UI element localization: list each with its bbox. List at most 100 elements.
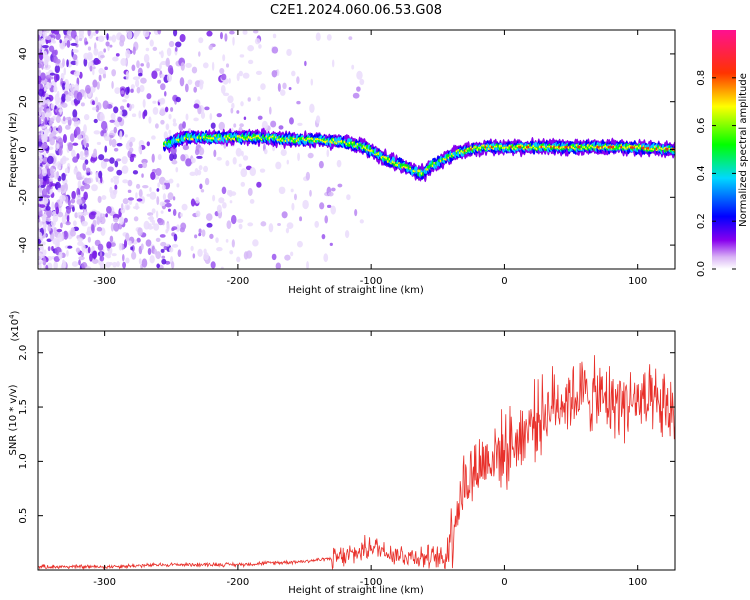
spectrogram-noise-cell — [198, 165, 203, 171]
spectrogram-noise-cell — [95, 104, 100, 113]
spectrogram-noise-cell — [109, 44, 113, 48]
spectrogram-noise-cell — [141, 258, 148, 268]
spectrogram-noise-cell — [275, 262, 281, 269]
spectrogram-noise-cell — [229, 30, 235, 35]
spectrogram-noise-cell — [247, 97, 251, 102]
spectrogram-noise-cell — [110, 178, 114, 183]
spectrogram-noise-cell — [212, 194, 216, 202]
spectrogram-noise-cell — [315, 32, 321, 42]
spectrogram-noise-cell — [249, 167, 257, 177]
spectrogram-noise-cell — [38, 88, 45, 97]
spectrogram-noise-cell — [157, 218, 164, 226]
spectrogram-noise-cell — [195, 210, 201, 218]
spectrogram-noise-cell — [41, 143, 48, 149]
spectrogram-noise-cell — [279, 89, 286, 96]
spectrogram-noise-cell — [127, 189, 132, 193]
x-tick-label: -100 — [360, 276, 383, 287]
spectrogram-noise-cell — [142, 184, 149, 189]
spectrogram-noise-cell — [92, 31, 97, 36]
spectrogram-noise-cell — [114, 160, 119, 168]
spectrogram-noise-cell — [135, 79, 140, 88]
spectrogram-noise-cell — [75, 36, 79, 41]
y-tick-label: -20 — [18, 189, 29, 205]
spectrogram-noise-cell — [38, 75, 42, 85]
spectrogram-noise-cell — [111, 69, 117, 77]
spectrogram-noise-cell — [72, 49, 79, 53]
spectrogram-noise-cell — [58, 251, 63, 260]
spectrogram-noise-cell — [309, 103, 315, 114]
spectrogram-noise-cell — [80, 185, 85, 192]
spectrogram-noise-cell — [226, 189, 231, 196]
spectrogram-noise-cell — [216, 247, 223, 252]
spectrogram-noise-cell — [173, 233, 178, 242]
spectrogram-noise-cell — [229, 250, 234, 255]
spectrogram-noise-cell — [50, 183, 56, 187]
spectrogram-noise-cell — [78, 30, 85, 37]
spectrogram-noise-cell — [124, 239, 128, 248]
y-tick-label: -40 — [18, 237, 29, 253]
spectrogram-noise-cell — [38, 252, 43, 261]
spectrogram-noise-cell — [52, 49, 57, 58]
spectrogram-noise-cell — [38, 263, 42, 269]
spectrogram-noise-cell — [66, 39, 71, 48]
spectrogram-noise-cell — [199, 80, 204, 90]
spectrogram-noise-cell — [42, 156, 49, 164]
spectrogram-noise-cell — [125, 86, 130, 95]
spectrogram-noise-cell — [91, 153, 97, 158]
spectrogram-noise-cell — [58, 166, 61, 170]
spectrogram-noise-cell — [72, 142, 79, 146]
spectrogram-noise-cell — [87, 53, 93, 60]
spectrogram-noise-cell — [130, 88, 134, 93]
spectrogram-noise-cell — [232, 36, 235, 46]
spectrogram-noise-cell — [208, 44, 213, 51]
spectrogram-noise-cell — [184, 83, 189, 93]
colorbar-tick-label: 0.4 — [696, 165, 707, 181]
spectrogram-noise-cell — [66, 249, 69, 257]
y-tick-label: 0.5 — [18, 508, 29, 524]
spectrogram-noise-cell — [155, 237, 161, 243]
spectrogram-noise-cell — [270, 120, 277, 128]
spectrogram-noise-cell — [129, 155, 135, 163]
spectrogram-noise-cell — [106, 205, 112, 214]
spectrogram-noise-cell — [74, 126, 81, 136]
spectrogram-noise-cell — [38, 260, 44, 264]
spectrogram-noise-cell — [92, 107, 97, 111]
spectrogram-noise-cell — [197, 248, 203, 257]
spectrogram-noise-cell — [138, 189, 143, 198]
spectrogram-noise-cell — [155, 210, 159, 219]
spectrogram-noise-cell — [205, 213, 213, 221]
spectrogram-noise-cell — [103, 158, 110, 162]
y-tick-label: 2.0 — [18, 345, 29, 361]
spectrogram-noise-cell — [92, 79, 98, 88]
spectrogram-noise-cell — [139, 84, 145, 93]
spectrogram-noise-cell — [152, 46, 158, 51]
spectrogram-noise-cell — [159, 234, 166, 238]
spectrogram-noise-cell — [129, 136, 136, 143]
spectrogram-noise-cell — [247, 45, 255, 52]
spectrogram-noise-cell — [237, 218, 244, 223]
spectrogram-noise-cell — [97, 243, 104, 251]
spectrogram-noise-cell — [38, 102, 41, 109]
spectrogram-noise-cell — [72, 109, 78, 118]
spectrogram-noise-cell — [92, 68, 95, 76]
spectrogram-noise-cell — [53, 73, 58, 83]
spectrogram-noise-cell — [197, 169, 202, 176]
spectrogram-noise-cell — [150, 171, 156, 180]
spectrogram-noise-cell — [206, 30, 213, 37]
spectrogram-noise-cell — [138, 110, 142, 119]
spectrogram-noise-cell — [38, 63, 43, 69]
spectrogram-noise-cell — [230, 191, 237, 196]
spectrogram-noise-cell — [98, 170, 103, 179]
spectrogram-noise-cell — [172, 30, 178, 37]
spectrogram-noise-cell — [101, 195, 107, 200]
spectrogram-noise-cell — [46, 108, 51, 113]
spectrogram-noise-cell — [42, 197, 49, 204]
spectrogram-noise-cell — [290, 251, 294, 257]
spectrogram-noise-cell — [296, 240, 303, 248]
spectrogram-noise-cell — [109, 119, 115, 123]
spectrogram-noise-cell — [104, 252, 109, 257]
spectrogram-noise-cell — [93, 48, 99, 56]
spectrogram-noise-cell — [232, 157, 237, 165]
spectrogram-noise-cell — [226, 220, 232, 229]
